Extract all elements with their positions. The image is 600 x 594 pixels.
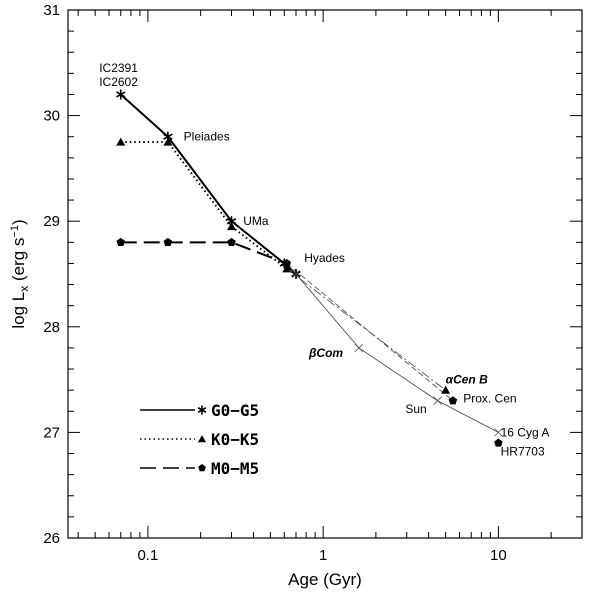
axis-ticks: [68, 9, 583, 539]
data-point-triangle: [441, 385, 451, 394]
annotation-label: IC2602: [99, 75, 138, 89]
legend: G0−G5 K0−K5 M0−M5: [140, 401, 259, 478]
data-point-pentagon: [448, 396, 458, 405]
star-stroke: [116, 91, 126, 98]
cross-stroke: [433, 396, 442, 406]
y-tick-label: 26: [43, 530, 60, 547]
annotation-label: βCom: [308, 346, 343, 360]
data-point-pentagon: [227, 237, 236, 246]
data-point-pentagon: [163, 237, 173, 246]
series-line-g0-g5: [120, 93, 297, 275]
data-point-pentagon: [282, 258, 292, 268]
series-line-thin-4: [286, 268, 446, 391]
star-stroke: [197, 407, 207, 413]
data-point-triangle: [227, 221, 237, 231]
data-point-pentagon: [116, 237, 126, 246]
data-point-cross: [354, 343, 364, 353]
series-line-k0-k5: [120, 141, 288, 270]
star-stroke: [163, 133, 173, 140]
plot-frame: [67, 9, 583, 539]
y-axis-title-close: ): [9, 219, 28, 225]
annotation-label: 16 Cyg A: [501, 425, 550, 439]
y-axis-title-main: log L: [9, 292, 28, 329]
cross-stroke: [291, 269, 301, 279]
data-point-cross: [291, 269, 301, 279]
annotation-label: Hyades: [304, 251, 345, 265]
data-point-triangle: [163, 137, 173, 146]
cross-stroke: [494, 428, 503, 437]
annotation-label: αCen B: [446, 373, 488, 387]
legend-label: G0−G5: [211, 401, 259, 420]
data-markers: [116, 89, 503, 447]
axis-titles: Age (Gyr) log Lx (erg s−1): [9, 219, 362, 589]
y-tick-label: 30: [43, 108, 60, 125]
annotation-label: Pleiades: [184, 130, 230, 144]
data-point-cross: [494, 428, 503, 437]
annotation-label: Sun: [405, 402, 426, 416]
data-point-star: [116, 89, 126, 100]
annotation-label: IC2391: [99, 61, 138, 75]
cross-stroke: [354, 343, 364, 353]
star-stroke: [226, 218, 237, 225]
legend-label: M0−M5: [211, 459, 259, 478]
data-point-pentagon: [494, 438, 503, 447]
series-line-thin-3: [295, 273, 499, 433]
x-tick-label: 0.1: [137, 547, 158, 564]
legend-marker-pentagon: [198, 463, 206, 472]
data-point-cross: [433, 396, 442, 406]
y-tick-label: 27: [43, 424, 60, 441]
legend-label: K0−K5: [211, 430, 259, 449]
legend-marker-triangle: [197, 434, 207, 443]
annotation-label: Prox. Cen: [463, 392, 516, 406]
x-axis-title: Age (Gyr): [288, 570, 362, 589]
y-axis-title-sub: x: [17, 286, 31, 292]
y-tick-label: 28: [43, 319, 60, 336]
data-point-triangle: [116, 137, 126, 146]
legend-marker-star: [197, 405, 207, 415]
y-axis-title: log Lx (erg s−1): [9, 219, 31, 328]
x-tick-label: 1: [319, 547, 327, 564]
y-tick-label: 29: [43, 213, 60, 230]
data-point-triangle: [282, 264, 292, 273]
series-line-m0-m5: [120, 241, 288, 265]
tick-labels: 26 27 28 29 30 31 0.1 1 10: [43, 2, 506, 564]
x-tick-label: 10: [490, 547, 507, 564]
y-axis-title-units: (erg s: [9, 238, 28, 286]
y-axis-title-exp: −1: [9, 225, 21, 238]
annotation-label: HR7703: [501, 444, 545, 458]
y-tick-label: 31: [43, 2, 60, 19]
annotation-label: UMa: [243, 214, 269, 228]
plot-border: [67, 9, 583, 539]
